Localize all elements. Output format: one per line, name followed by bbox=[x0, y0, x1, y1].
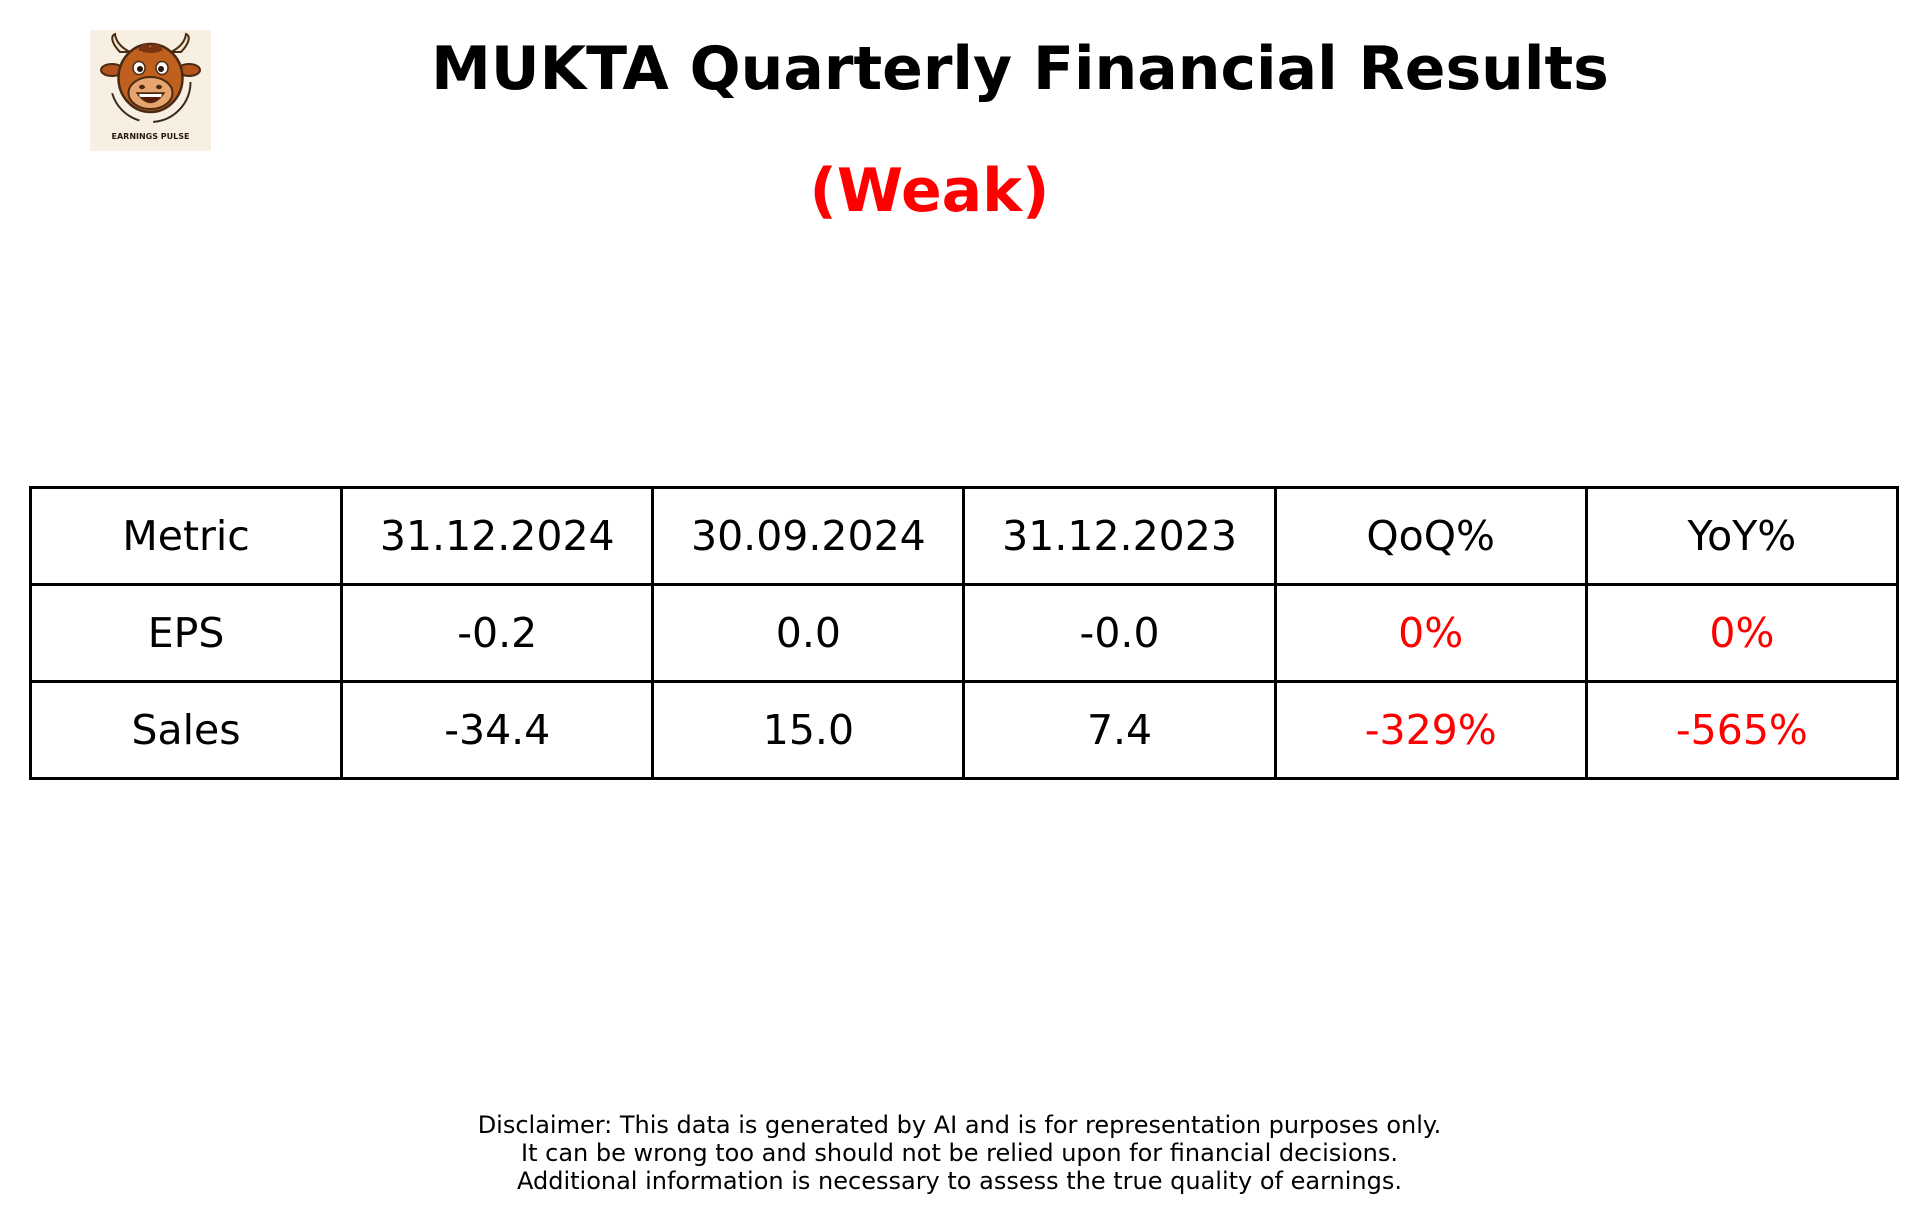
table-cell: Sales bbox=[28, 680, 344, 780]
disclaimer-line: Additional information is necessary to a… bbox=[516, 1167, 1402, 1195]
page-title: MUKTA Quarterly Financial Results bbox=[431, 34, 1609, 104]
table-header-cell: YoY% bbox=[1584, 486, 1900, 586]
table-cell: EPS bbox=[28, 583, 344, 683]
table-cell: -329% bbox=[1273, 680, 1588, 780]
disclaimer: Disclaimer: This data is generated by AI… bbox=[0, 1111, 1919, 1195]
logo-caption: EARNINGS PULSE bbox=[112, 132, 190, 141]
table-cell: -34.4 bbox=[340, 680, 655, 780]
table-header-row: Metric 31.12.2024 30.09.2024 31.12.2023 QoQ%… bbox=[28, 486, 1900, 586]
table-header-cell: Metric bbox=[28, 486, 344, 586]
table-header-cell: 30.09.2024 bbox=[651, 486, 966, 586]
results-table: Metric 31.12.2024 30.09.2024 31.12.2023 QoQ%… bbox=[28, 486, 1900, 780]
table-header-cell: QoQ% bbox=[1273, 486, 1588, 586]
table-cell: -0.2 bbox=[340, 583, 655, 683]
table-row: EPS -0.2 0.0 -0.0 0% 0% bbox=[28, 583, 1900, 683]
table-cell: 0% bbox=[1273, 583, 1588, 683]
rating-subtitle: (Weak) bbox=[809, 156, 1050, 226]
table-cell: 0% bbox=[1584, 583, 1900, 683]
table-cell: 7.4 bbox=[962, 680, 1277, 780]
table-header-cell: 31.12.2024 bbox=[340, 486, 655, 586]
table-cell: -565% bbox=[1584, 680, 1900, 780]
disclaimer-line: Disclaimer: This data is generated by AI… bbox=[477, 1111, 1442, 1139]
disclaimer-line: It can be wrong too and should not be re… bbox=[521, 1139, 1398, 1167]
table-cell: 15.0 bbox=[651, 680, 966, 780]
bull-mascot-icon: EARNINGS PULSE bbox=[100, 32, 201, 141]
table-header-cell: 31.12.2023 bbox=[962, 486, 1277, 586]
table-cell: 0.0 bbox=[651, 583, 966, 683]
table-cell: -0.0 bbox=[962, 583, 1277, 683]
table-row: Sales -34.4 15.0 7.4 -329% -565% bbox=[28, 680, 1900, 780]
earnings-pulse-logo: EARNINGS PULSE bbox=[90, 30, 211, 151]
